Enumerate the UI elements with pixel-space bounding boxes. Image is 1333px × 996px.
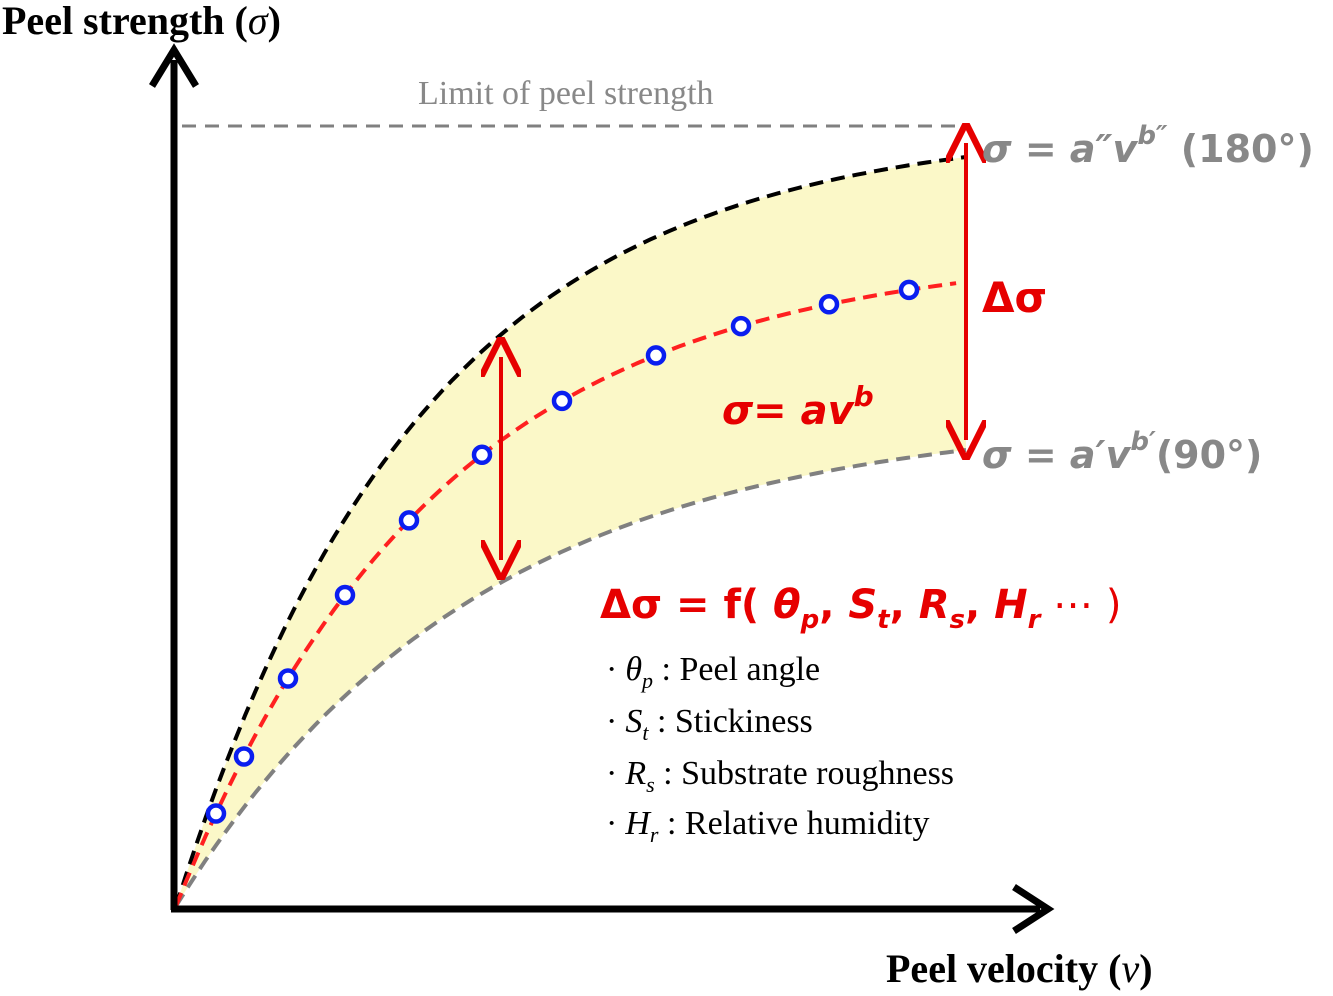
legend-item-humidity: · Hr : Relative humidity (606, 805, 929, 847)
delta-formula: Δσ = f( θp, St, Rs, Hr ⋯ ) (600, 582, 1122, 635)
limit-label: Limit of peel strength (418, 75, 714, 112)
lower-equation: σ = a′vb′(90°) (982, 427, 1262, 477)
legend-item-peel-angle: · θp : Peel angle (606, 651, 820, 693)
legend-item-stickiness: · St : Stickiness (606, 703, 813, 745)
variation-band (176, 157, 966, 906)
data-point (471, 444, 493, 466)
data-point (730, 315, 752, 337)
data-point (277, 668, 299, 689)
data-point (334, 584, 356, 606)
x-axis-label: Peel velocity (v) (886, 946, 1153, 991)
data-point (818, 294, 840, 315)
upper-curve-180 (174, 155, 967, 907)
y-axis-arrowhead (149, 43, 199, 88)
data-point (398, 510, 420, 531)
delta-label: Δσ (982, 273, 1047, 322)
legend-item-roughness: · Rs : Substrate roughness (606, 755, 954, 797)
data-point (898, 279, 920, 301)
parameter-legend: · θp : Peel angle · St : Stickiness · Rs : … (606, 651, 954, 847)
fit-equation: σ= avb (722, 380, 874, 434)
data-point (645, 345, 667, 366)
data-point (233, 746, 255, 767)
data-point (205, 803, 227, 824)
data-point (551, 390, 573, 412)
upper-equation: σ = a″vb″ (180°) (982, 121, 1314, 171)
x-axis-arrowhead (1012, 884, 1055, 934)
lower-curve-90 (174, 448, 967, 908)
y-axis-label: Peel strength (σ) (2, 0, 281, 43)
